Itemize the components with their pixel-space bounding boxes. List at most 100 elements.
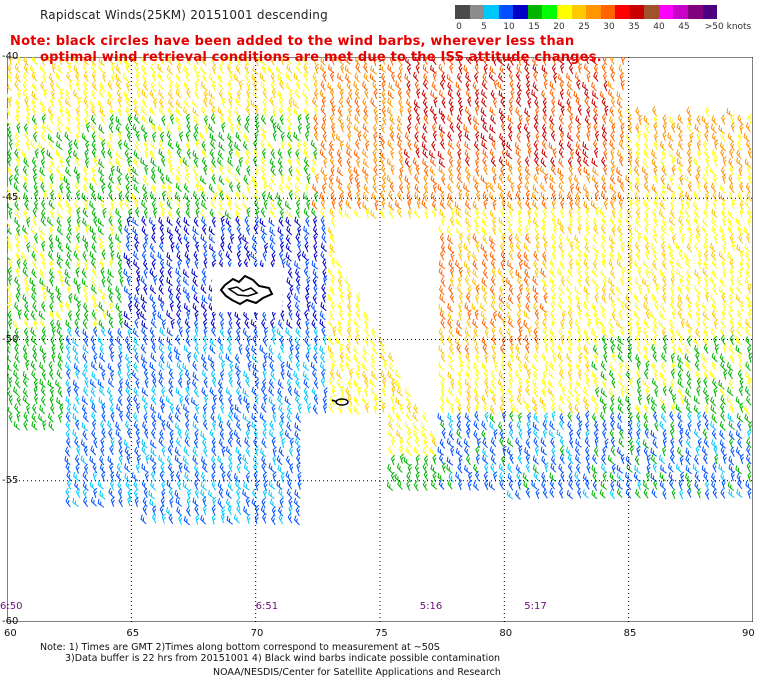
wind-barb: [47, 57, 54, 66]
wind-barb: [41, 258, 46, 269]
wind-barb: [439, 209, 446, 219]
wind-barb: [508, 268, 514, 279]
wind-barb: [499, 242, 505, 253]
wind-barb: [101, 139, 106, 150]
wind-barb: [567, 105, 573, 116]
wind-barb: [320, 140, 326, 151]
wind-barb: [591, 98, 598, 108]
wind-barb: [90, 276, 97, 287]
wind-barb: [720, 166, 726, 177]
wind-barb: [49, 225, 54, 236]
wind-barb: [591, 174, 598, 185]
wind-barb: [652, 250, 658, 261]
wind-barb: [192, 165, 198, 176]
wind-barb: [390, 148, 395, 159]
wind-barb: [270, 80, 275, 92]
wind-barb: [559, 207, 565, 219]
wind-barb: [482, 191, 489, 202]
wind-barb: [101, 249, 106, 260]
wind-barb: [523, 242, 530, 252]
wind-barb: [194, 57, 199, 66]
wind-barb: [704, 250, 709, 261]
wind-barb: [736, 140, 742, 151]
wind-barb: [499, 65, 506, 75]
wind-barb: [508, 71, 514, 82]
wind-barb: [397, 88, 402, 99]
wind-barb: [127, 156, 132, 167]
wind-barb: [246, 250, 251, 261]
wind-barb: [245, 105, 251, 116]
wind-barb: [151, 183, 157, 194]
wind-barb: [704, 148, 710, 159]
wind-barb: [527, 208, 532, 219]
wind-barb: [567, 267, 573, 278]
wind-barb: [8, 139, 13, 150]
wind-barb: [413, 99, 421, 109]
wind-barb: [270, 148, 276, 160]
wind-barb: [608, 235, 616, 245]
wind-barb: [166, 73, 173, 83]
wind-barb: [115, 116, 122, 126]
wind-barb: [160, 208, 166, 219]
wind-barb: [272, 122, 277, 133]
wind-barb: [57, 225, 64, 236]
wind-barb: [651, 184, 658, 194]
wind-barb: [149, 106, 156, 116]
wind-barb: [101, 183, 106, 194]
wind-barb: [48, 199, 55, 210]
wind-barb: [267, 65, 275, 75]
wind-barb: [340, 122, 345, 133]
wind-barb: [56, 216, 62, 227]
wind-barb: [151, 233, 157, 244]
wind-barb: [227, 242, 233, 253]
wind-barb: [703, 259, 709, 271]
wind-barb: [75, 71, 80, 82]
wind-barb: [59, 106, 64, 117]
wind-barb: [24, 96, 29, 107]
wind-barb: [89, 183, 96, 193]
wind-barb: [634, 199, 640, 210]
wind-barb: [346, 81, 353, 92]
wind-barb: [166, 191, 173, 201]
wind-barb: [712, 198, 717, 210]
time-label: 5:17: [524, 601, 547, 612]
wind-barb: [524, 224, 530, 236]
wind-barb: [653, 132, 659, 143]
wind-barb: [344, 73, 351, 84]
wind-barb: [46, 216, 54, 226]
wind-barb: [551, 198, 556, 210]
wind-barb: [463, 243, 470, 253]
wind-barb: [566, 81, 574, 91]
wind-barb: [268, 182, 275, 193]
wind-barb: [305, 113, 310, 124]
wind-barb: [501, 198, 506, 210]
wind-barb: [344, 65, 352, 75]
wind-barb: [261, 130, 267, 142]
wind-barb: [185, 257, 190, 269]
wind-barb: [627, 275, 632, 286]
wind-barb: [363, 106, 369, 117]
wind-barb: [575, 115, 582, 126]
wind-barb: [465, 72, 472, 82]
wind-barb: [515, 71, 521, 82]
wind-barb: [404, 57, 412, 66]
wind-barb: [135, 130, 140, 142]
colorbar-label: 25: [578, 22, 590, 32]
wind-barb: [602, 276, 607, 288]
wind-barb: [8, 96, 13, 107]
wind-barb: [710, 250, 717, 261]
wind-barb: [286, 57, 293, 65]
wind-barb: [693, 216, 700, 227]
wind-barb: [244, 63, 250, 74]
wind-barb: [40, 182, 46, 193]
wind-barb: [415, 63, 420, 74]
wind-barb: [696, 166, 701, 177]
wind-barb: [74, 200, 80, 211]
wind-barb: [157, 63, 164, 73]
wind-barb: [702, 217, 709, 228]
wind-barb: [238, 156, 243, 168]
wind-barb: [234, 141, 241, 152]
wind-barb: [576, 79, 581, 90]
wind-barb: [184, 71, 190, 82]
wind-barb: [303, 156, 310, 167]
